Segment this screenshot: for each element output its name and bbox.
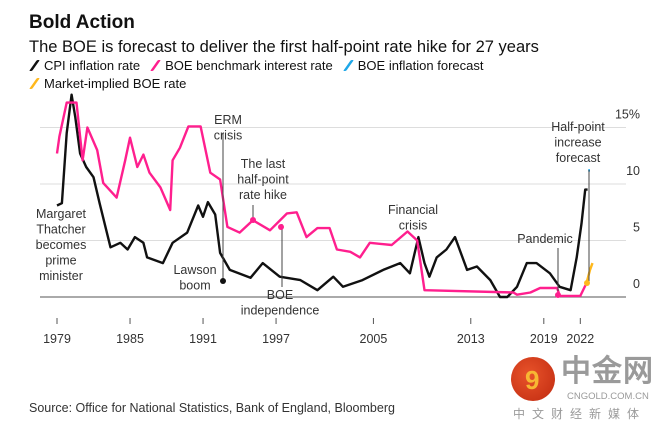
marker-boe-independence	[278, 224, 284, 230]
legend-label: Market-implied BOE rate	[44, 76, 187, 91]
annotation-pandemic: Pandemic	[517, 232, 573, 246]
legend-label: BOE inflation forecast	[357, 58, 484, 73]
logo-tagline: 中文财经新媒体	[513, 407, 647, 421]
logo-glyph: 9	[525, 365, 540, 395]
annotation-thatcher: Margaret Thatcher becomes prime minister	[36, 207, 87, 283]
annotation-lawson: Lawson boom	[173, 263, 216, 293]
logo-domain: CNGOLD.COM.CN	[567, 391, 649, 402]
legend-row-1: CPI inflation rate BOE benchmark interes…	[29, 58, 483, 73]
annotation-boe-independence: BOE independence	[241, 288, 320, 318]
legend-item-market-implied: Market-implied BOE rate	[29, 76, 186, 91]
y-tick-label: 0	[633, 277, 640, 291]
legend-label: BOE benchmark interest rate	[165, 58, 333, 73]
x-tick-label: 1979	[43, 332, 71, 346]
y-tick-label: 15%	[615, 108, 640, 122]
marker-market	[584, 280, 590, 286]
logo-text: 中金网	[561, 355, 654, 388]
series-line-0	[56, 93, 588, 299]
x-tick-label: 2013	[457, 332, 485, 346]
y-tick-label: 10	[626, 164, 640, 178]
x-tick-label: 1991	[189, 332, 217, 346]
y-tick-label: 5	[633, 221, 640, 235]
legend-item-cpi: CPI inflation rate	[29, 58, 140, 73]
legend-item-boe-rate: BOE benchmark interest rate	[150, 58, 333, 73]
x-tick-label: 1997	[262, 332, 290, 346]
marker-last-hike	[250, 217, 256, 223]
legend-row-2: Market-implied BOE rate	[29, 76, 186, 91]
logo-icon: 9	[511, 357, 555, 401]
chart-subtitle: The BOE is forecast to deliver the first…	[29, 38, 539, 56]
legend-label: CPI inflation rate	[44, 58, 141, 73]
watermark-logo: 9 中金网 CNGOLD.COM.CN 中文财经新媒体	[511, 355, 661, 425]
marker-erm	[220, 278, 226, 284]
x-tick-label: 2022	[566, 332, 594, 346]
source-note: Source: Office for National Statistics, …	[29, 401, 395, 415]
x-tick-label: 2005	[360, 332, 388, 346]
x-tick-label: 2019	[530, 332, 558, 346]
annotation-financial-crisis: Financial crisis	[388, 203, 438, 233]
x-tick-label: 1985	[116, 332, 144, 346]
series-line-1	[55, 101, 588, 298]
legend-item-inflation-forecast: BOE inflation forecast	[342, 58, 484, 73]
annotation-half-point: Half-point increase forecast	[551, 120, 605, 165]
annotation-last-hike: The last half-point rate hike	[237, 157, 289, 202]
chart-title: Bold Action	[29, 12, 135, 33]
series-line-3	[585, 262, 594, 284]
annotation-erm: ERM crisis	[214, 113, 242, 143]
marker-pandemic	[555, 292, 561, 298]
